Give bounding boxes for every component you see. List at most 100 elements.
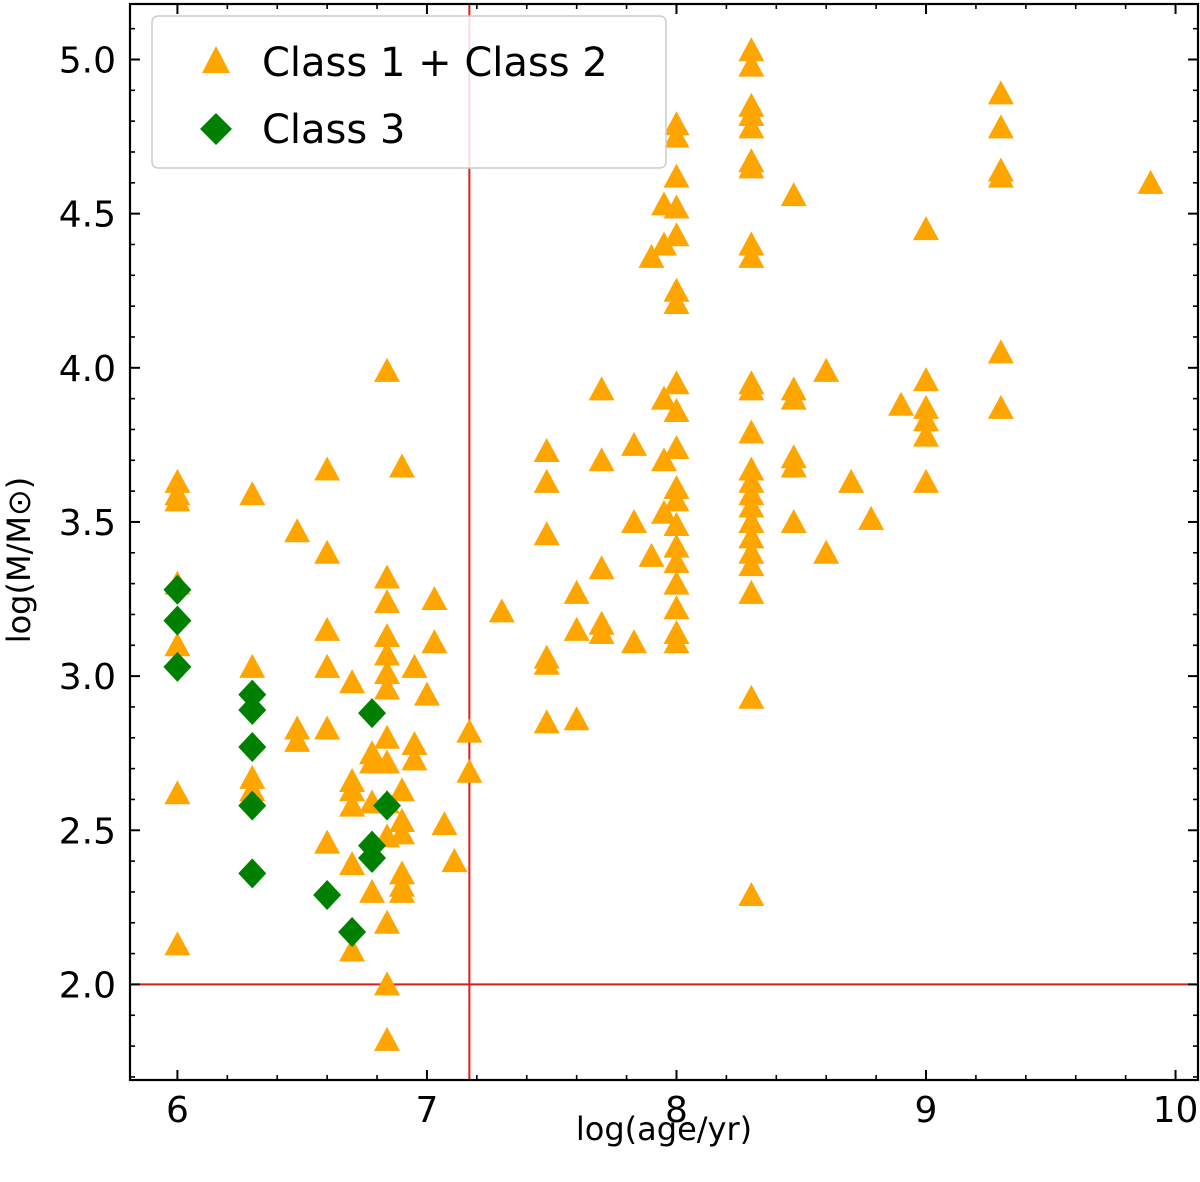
data-point-class-1-2 [413, 681, 440, 706]
data-point-class-1-2 [401, 746, 428, 771]
data-point-class-1-2 [374, 749, 401, 774]
data-point-class-1-2 [533, 468, 560, 493]
data-point-class-1-2 [663, 629, 690, 654]
data-point-class-1-2 [738, 539, 765, 564]
data-point-class-3 [238, 679, 267, 710]
data-point-class-1-2 [164, 780, 191, 805]
data-point-class-1-2 [388, 453, 415, 478]
reference-lines [130, 4, 1198, 1080]
data-point-class-1-2 [651, 499, 677, 524]
data-point-class-1-2 [987, 163, 1014, 188]
data-point-class-1-2 [284, 715, 311, 740]
data-point-class-1-2 [164, 931, 191, 956]
data-point-class-1-2 [388, 878, 415, 903]
legend: Class 1 + Class 2 Class 3 [151, 15, 667, 169]
data-point-class-1-2 [663, 570, 690, 595]
data-point-class-1-2 [913, 216, 940, 241]
data-point-class-1-2 [738, 456, 765, 481]
data-point-class-3 [163, 651, 192, 682]
data-point-class-1-2 [913, 407, 940, 432]
data-point-class-1-2 [621, 629, 648, 654]
data-point-class-1-2 [738, 154, 765, 179]
data-point-class-1-2 [663, 475, 690, 500]
data-point-class-1-2 [780, 385, 807, 410]
data-point-class-1-2 [239, 777, 266, 802]
data-point-class-1-2 [588, 619, 615, 644]
x-tick-label: 9 [915, 1090, 938, 1131]
legend-label-class-3: Class 3 [262, 107, 405, 153]
data-point-class-1-2 [738, 481, 765, 506]
data-point-class-1-2 [813, 539, 840, 564]
data-point-class-1-2 [813, 357, 840, 382]
data-point-class-1-2 [1137, 169, 1164, 194]
data-point-class-1-2 [339, 777, 366, 802]
data-point-class-1-2 [663, 123, 690, 148]
data-point-class-1-2 [374, 564, 401, 589]
x-tick-label: 10 [1153, 1090, 1199, 1131]
y-tick-label: 3.0 [59, 657, 116, 698]
data-point-class-3 [313, 880, 342, 911]
data-point-class-1-2 [738, 579, 765, 604]
legend-label-class-1-2: Class 1 + Class 2 [262, 40, 608, 86]
data-point-class-3 [358, 843, 387, 874]
data-point-class-1-2 [663, 533, 690, 558]
data-point-class-1-2 [374, 623, 401, 648]
data-point-class-1-2 [588, 376, 615, 401]
data-point-class-1-2 [563, 706, 590, 731]
y-tick-label: 4.5 [59, 195, 116, 236]
data-point-class-1-2 [374, 589, 401, 614]
data-point-class-1-2 [401, 730, 428, 755]
data-point-class-1-2 [164, 632, 191, 657]
y-tick-label: 3.5 [59, 503, 116, 544]
data-point-class-1-2 [314, 456, 341, 481]
data-point-class-1-2 [838, 468, 865, 493]
legend-box [151, 15, 667, 169]
data-point-class-1-2 [663, 194, 690, 219]
data-point-class-1-2 [374, 971, 401, 996]
y-axis-label: log(M/M⊙) [0, 477, 38, 644]
data-point-class-1-2 [431, 811, 458, 836]
data-point-class-1-2 [563, 579, 590, 604]
y-tick-label: 5.0 [59, 40, 116, 81]
data-point-class-1-2 [456, 758, 483, 783]
data-point-class-1-2 [663, 163, 690, 188]
data-point-class-1-2 [651, 447, 677, 472]
data-point-class-1-2 [780, 453, 807, 478]
data-point-class-1-2 [339, 851, 366, 876]
data-point-class-1-2 [663, 277, 690, 302]
data-point-class-1-2 [663, 290, 690, 315]
data-point-class-1-2 [388, 820, 415, 845]
data-point-class-1-2 [738, 684, 765, 709]
data-point-class-1-2 [738, 101, 765, 126]
data-point-class-3 [163, 605, 192, 636]
data-point-class-1-2 [374, 675, 401, 700]
data-point-class-1-2 [780, 182, 807, 207]
data-point-class-1-2 [913, 367, 940, 392]
data-point-class-1-2 [738, 243, 765, 268]
data-point-class-1-2 [401, 653, 428, 678]
data-point-class-1-2 [374, 660, 401, 685]
data-point-class-1-2 [651, 231, 677, 256]
data-point-class-1-2 [284, 518, 311, 543]
data-point-class-1-2 [239, 481, 266, 506]
data-point-class-1-2 [663, 397, 690, 422]
data-point-class-1-2 [284, 727, 311, 752]
data-point-class-1-2 [339, 792, 366, 817]
data-point-class-1-2 [987, 80, 1014, 105]
data-point-class-1-2 [421, 586, 448, 611]
x-tick-label: 8 [665, 1090, 688, 1131]
data-point-class-1-2 [374, 724, 401, 749]
data-point-class-1-2 [164, 468, 191, 493]
data-point-class-1-2 [388, 808, 415, 833]
data-point-class-3 [238, 790, 267, 821]
data-point-class-3 [238, 732, 267, 763]
data-point-class-1-2 [388, 860, 415, 885]
x-tick-label: 7 [415, 1090, 438, 1131]
data-point-class-1-2 [663, 595, 690, 620]
data-point-class-1-2 [987, 114, 1014, 139]
data-point-class-1-2 [374, 909, 401, 934]
data-point-class-1-2 [239, 653, 266, 678]
legend-marker-diamond [200, 113, 232, 145]
data-point-class-1-2 [663, 549, 690, 574]
